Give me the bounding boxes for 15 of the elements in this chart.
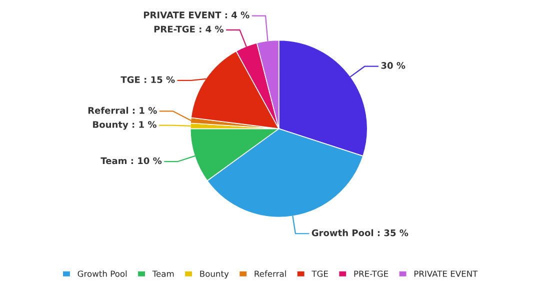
category-label: PRE-TGE : 4 % bbox=[154, 26, 224, 33]
category-label: PRIVATE EVENT : 4 % bbox=[144, 12, 250, 18]
category-label: TGE : 15 % bbox=[120, 76, 175, 84]
legend-label: Referral bbox=[254, 270, 286, 277]
legend-label: Team bbox=[152, 270, 174, 277]
legend-label: PRE-TGE bbox=[354, 270, 388, 277]
category-label: Team : 10 % bbox=[100, 157, 162, 164]
legend-label: TGE bbox=[312, 270, 328, 277]
legend-label: PRIVATE EVENT bbox=[414, 270, 478, 277]
legend-label: Growth Pool bbox=[78, 270, 127, 277]
category-label: Bounty : 1 % bbox=[93, 121, 156, 130]
category-label: Growth Pool : 35 % bbox=[312, 229, 408, 236]
category-label: Referral : 1 % bbox=[88, 106, 157, 114]
legend-label: Bounty bbox=[200, 270, 229, 278]
data-label: 30 % bbox=[381, 62, 406, 69]
